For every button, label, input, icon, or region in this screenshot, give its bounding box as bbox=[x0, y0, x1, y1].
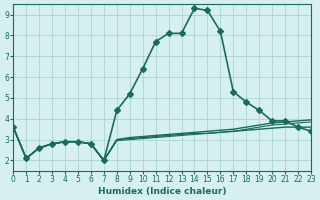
X-axis label: Humidex (Indice chaleur): Humidex (Indice chaleur) bbox=[98, 187, 226, 196]
